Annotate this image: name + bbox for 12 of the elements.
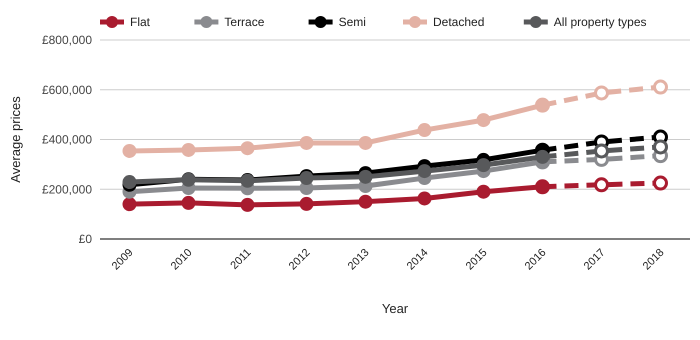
legend-label: Flat [130,15,151,30]
y-axis-title: Average prices [8,96,23,183]
y-tick-label: £600,000 [42,82,92,97]
legend-label: Semi [338,15,366,30]
legend-label: Terrace [224,15,265,30]
y-tick-label: £400,000 [42,132,92,147]
x-axis-title: Year [382,301,409,316]
legend-label: All property types [554,15,647,30]
y-tick-label: £800,000 [42,33,92,48]
y-tick-label: £200,000 [42,182,92,196]
y-tick-label: £0 [78,232,92,246]
legend-label: Detached [433,15,484,30]
